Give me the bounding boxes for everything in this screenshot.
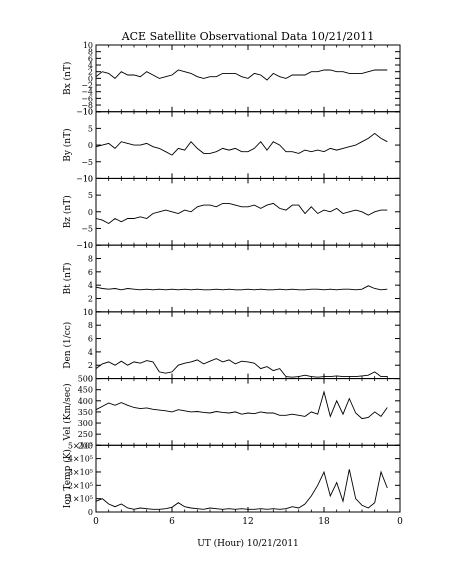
y-tick-label: 500 — [78, 375, 93, 384]
y-tick-label: 5×10⁵ — [68, 441, 93, 450]
panel-frame — [95, 311, 401, 380]
series-line — [95, 285, 388, 291]
y-tick-label: 400 — [78, 397, 93, 406]
y-tick-label: 0 — [88, 375, 93, 384]
y-tick-label: 10 — [83, 41, 93, 50]
series-line — [95, 469, 388, 510]
y-tick-label: 10 — [83, 308, 93, 317]
panel-3: 0 2 4 6 8 10 Bt (nT) — [62, 241, 401, 317]
y-tick-label: −2 — [81, 81, 93, 90]
y-axis-title: Den (1/cc) — [62, 322, 73, 369]
x-axis-title: UT (Hour) 10/21/2011 — [197, 538, 299, 549]
series-line — [95, 202, 388, 225]
x-tick-label: 0 — [397, 517, 403, 527]
y-tick-label: −10 — [76, 174, 93, 183]
chart-title: ACE Satellite Observational Data 10/21/2… — [121, 30, 375, 43]
y-tick-label: 6 — [88, 54, 93, 63]
y-tick-label: −8 — [81, 101, 93, 110]
y-tick-label: 250 — [78, 430, 93, 439]
series-line — [95, 132, 388, 156]
y-tick-label: 200 — [78, 441, 93, 450]
y-tick-label: 300 — [78, 419, 93, 428]
x-tick-label: 18 — [318, 517, 330, 527]
y-tick-label: 5 — [88, 191, 93, 200]
y-tick-label: 6 — [88, 268, 93, 277]
y-tick-label: 8 — [88, 254, 93, 263]
series-line — [95, 69, 388, 81]
panel-frame — [95, 177, 401, 246]
y-tick-label: 2 — [88, 361, 93, 370]
y-tick-label: 10 — [83, 241, 93, 250]
y-tick-label: 6 — [88, 335, 93, 344]
series-line — [95, 390, 388, 420]
y-tick-label: −5 — [81, 224, 93, 233]
y-tick-label: 2 — [88, 295, 93, 304]
y-tick-label: 0 — [88, 208, 93, 217]
y-tick-label: 2×10⁵ — [68, 481, 93, 490]
y-tick-label: −6 — [81, 94, 93, 103]
y-tick-label: 5 — [88, 124, 93, 133]
panel-1: −10 −5 0 5 10 By (nT) — [62, 108, 401, 183]
panel-4: 0 2 4 6 8 10 Den (1/cc) — [62, 308, 401, 384]
y-tick-label: 8 — [88, 321, 93, 330]
panel-2: −10 −5 0 5 10 Bz (nT) — [62, 174, 401, 250]
x-tick-label: 0 — [93, 517, 99, 527]
y-tick-label: −5 — [81, 158, 93, 167]
y-tick-label: 350 — [78, 408, 93, 417]
y-tick-label: 450 — [78, 386, 93, 395]
panel-frame — [95, 244, 401, 313]
y-tick-label: 0 — [88, 508, 93, 517]
y-tick-label: 10 — [83, 174, 93, 183]
y-tick-label: 0 — [88, 74, 93, 83]
y-tick-label: 3×10⁵ — [68, 468, 93, 477]
y-tick-label: 4 — [88, 281, 93, 290]
y-axis-title: Bx (nT) — [62, 62, 73, 95]
y-axis-title: Bt (nT) — [62, 263, 73, 295]
y-axis-title: Ion Temp (K) — [62, 449, 73, 508]
y-axis-title: By (nT) — [62, 128, 73, 161]
series-line — [95, 358, 388, 378]
x-tick-label: 6 — [169, 517, 175, 527]
y-tick-label: 10 — [83, 108, 93, 117]
y-tick-label: 0 — [88, 141, 93, 150]
y-tick-label: 4 — [88, 348, 93, 357]
y-tick-label: 1×10⁵ — [68, 495, 93, 504]
y-tick-label: −10 — [76, 241, 93, 250]
x-tick-label: 12 — [242, 517, 253, 527]
y-tick-label: 4 — [88, 61, 93, 70]
y-tick-label: −4 — [81, 88, 93, 97]
y-tick-label: 8 — [88, 48, 93, 57]
y-tick-label: 2 — [88, 68, 93, 77]
panel-frame — [95, 444, 401, 513]
panel-5: 200 250 300 350 400 450 500 Vel (Km/sec) — [62, 375, 401, 450]
panel-frame — [95, 378, 401, 446]
y-tick-label: 4×10⁵ — [68, 455, 93, 464]
y-axis-title: Bz (nT) — [62, 195, 73, 228]
y-tick-label: 0 — [88, 308, 93, 317]
y-axis-title: Vel (Km/sec) — [62, 383, 73, 441]
y-tick-label: −10 — [76, 108, 93, 117]
